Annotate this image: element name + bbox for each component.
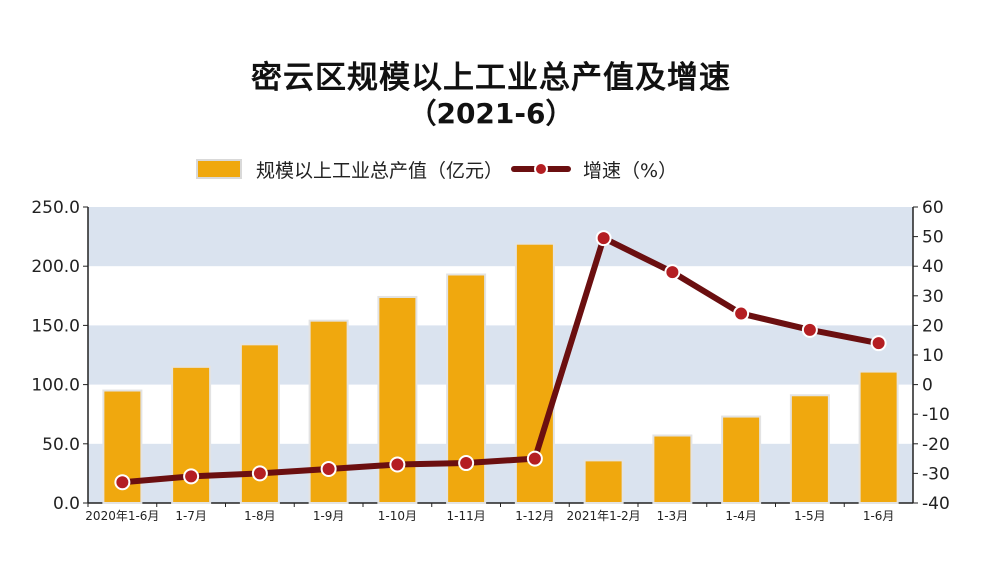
line-point <box>251 465 268 482</box>
line-point <box>870 335 887 352</box>
left-axis-tick-label: 250.0 <box>31 198 80 218</box>
x-axis-tick-label: 1-10月 <box>378 509 417 523</box>
x-axis-tick-label: 2020年1-6月 <box>85 509 159 523</box>
line-point <box>595 230 612 247</box>
right-axis-tick-label: 60 <box>922 198 944 218</box>
chart-title: 密云区规模以上工业总产值及增速 <box>251 60 731 96</box>
line-point <box>114 474 131 491</box>
line-point <box>801 321 818 338</box>
left-axis-tick-label: 150.0 <box>31 316 80 336</box>
right-axis-tick-label: 10 <box>922 346 944 366</box>
line-point <box>320 460 337 477</box>
left-axis-tick-label: 200.0 <box>31 257 80 277</box>
left-axis-tick-label: 0.0 <box>53 494 80 514</box>
legend-line-swatch <box>511 158 572 180</box>
bar <box>789 394 830 505</box>
line-point <box>664 264 681 281</box>
line-point <box>458 455 475 472</box>
grid-band <box>88 207 913 267</box>
right-axis-tick-label: -10 <box>922 405 950 425</box>
line-point <box>733 305 750 322</box>
line-point <box>183 468 200 485</box>
grid-band <box>88 325 913 385</box>
right-axis-tick-label: 50 <box>922 228 944 248</box>
x-axis-tick-label: 1-7月 <box>175 509 207 523</box>
x-axis-tick-label: 1-12月 <box>515 509 554 523</box>
bar <box>858 370 899 504</box>
right-axis-tick-label: 0 <box>922 376 933 396</box>
line-point <box>389 456 406 473</box>
legend-line-label: 增速（%） <box>583 159 678 182</box>
right-axis-tick-label: 40 <box>922 257 944 277</box>
legend: 规模以上工业总产值（亿元） 增速（%） <box>196 154 677 184</box>
right-axis-tick-label: 30 <box>922 287 944 307</box>
bar <box>583 459 624 505</box>
right-axis-tick-label: -30 <box>922 464 950 484</box>
x-axis-tick-label: 2021年1-2月 <box>567 509 641 523</box>
x-axis-tick-label: 1-5月 <box>794 509 826 523</box>
x-axis-tick-label: 1-6月 <box>863 509 895 523</box>
line-series <box>119 235 882 486</box>
chart-subtitle: （2021-6） <box>408 97 574 130</box>
legend-bar-label: 规模以上工业总产值（亿元） <box>256 159 504 182</box>
x-axis-tick-label: 1-9月 <box>313 509 345 523</box>
x-axis-tick-label: 1-3月 <box>657 509 689 523</box>
right-axis-tick-label: -20 <box>922 435 950 455</box>
line-point <box>526 450 543 467</box>
legend-line-marker <box>534 162 549 176</box>
bar <box>721 415 762 504</box>
left-axis-tick-label: 100.0 <box>31 376 80 396</box>
left-axis-tick-label: 50.0 <box>42 435 80 455</box>
legend-bar-swatch <box>196 159 242 179</box>
x-axis-tick-label: 1-11月 <box>447 509 486 523</box>
x-axis-tick-label: 1-4月 <box>725 509 757 523</box>
x-axis-tick-label: 1-8月 <box>244 509 276 523</box>
right-axis-tick-label: 20 <box>922 316 944 336</box>
right-axis-tick-label: -40 <box>922 494 950 514</box>
bar <box>377 295 418 505</box>
bar <box>652 434 693 504</box>
